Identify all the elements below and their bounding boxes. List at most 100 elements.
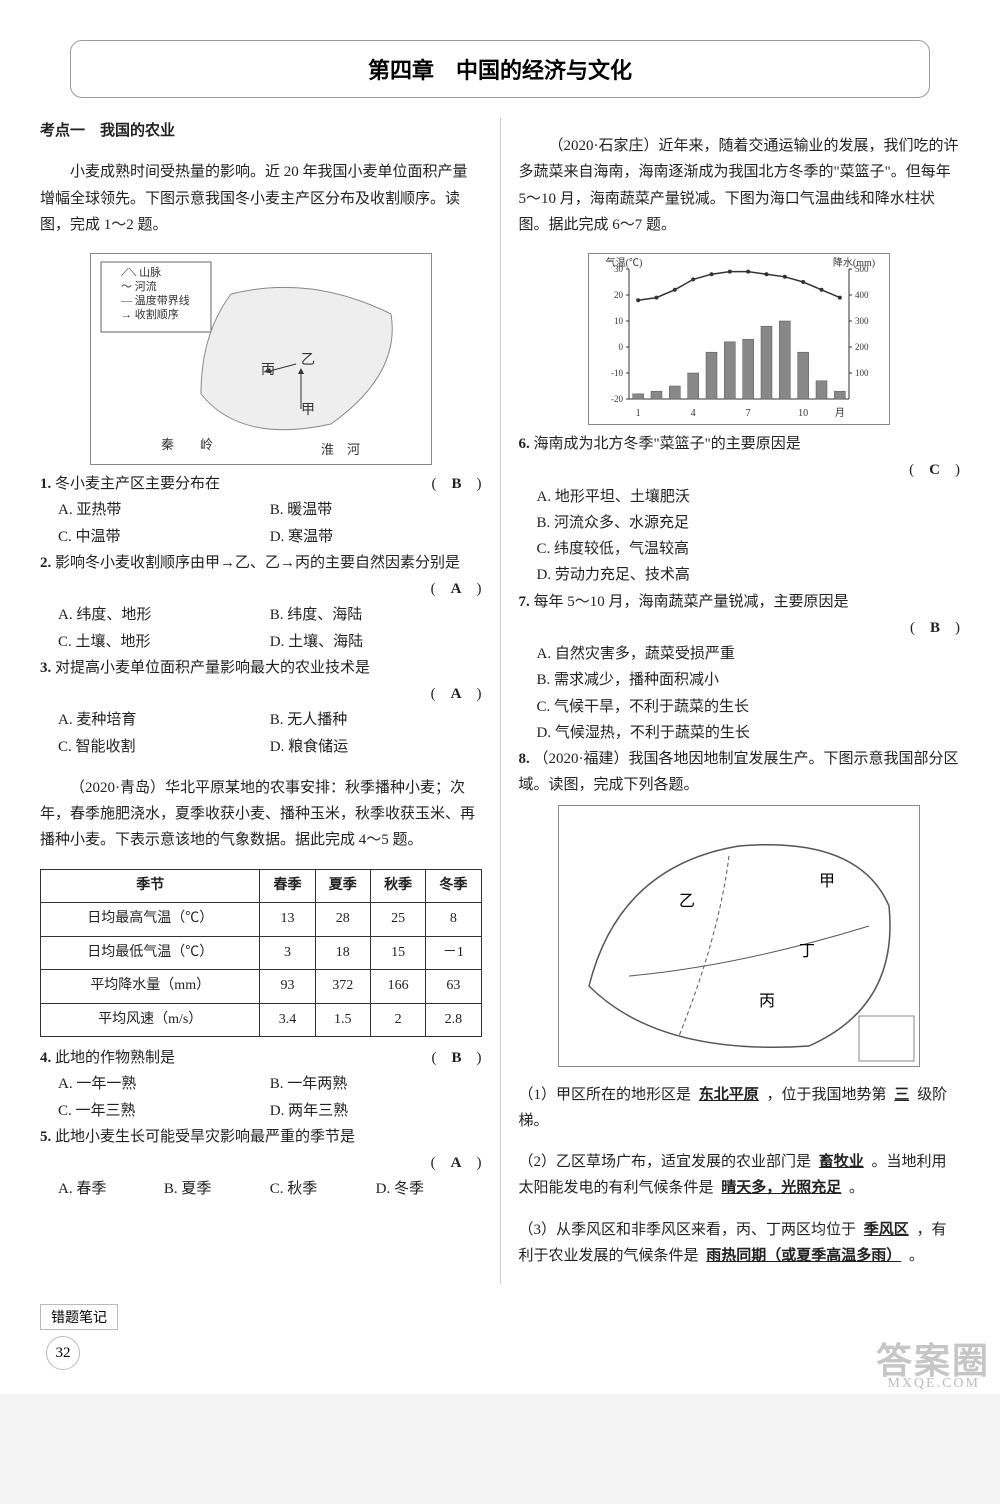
q1-stem: 冬小麦主产区主要分布在 [55, 476, 220, 492]
table-cell: 63 [426, 970, 481, 1004]
q7-stem: 每年 5～10 月，海南蔬菜产量锐减，主要原因是 [534, 594, 849, 610]
svg-text:丙: 丙 [759, 993, 775, 1010]
q8-p2-pre: （2）乙区草场广布，适宜发展的农业部门是 [519, 1154, 812, 1170]
q3: 3. 对提高小麦单位面积产量影响最大的农业技术是 ( A ) [40, 655, 482, 708]
table-cell: 18 [315, 936, 370, 970]
q5-stem: 此地小麦生长可能受旱灾影响最严重的季节是 [55, 1129, 355, 1145]
q4-answer-paren: ( B ) [431, 1045, 481, 1071]
th-2: 夏季 [315, 869, 370, 903]
q8-stem: （2020·福建）我国各地因地制宜发展生产。下图示意我国部分区域。读图，完成下列… [519, 751, 959, 793]
q5-opt-b: B. 夏季 [164, 1176, 270, 1202]
q2-opt-b: B. 纬度、海陆 [270, 602, 482, 628]
svg-text:10: 10 [614, 316, 624, 326]
q6-options: A. 地形平坦、土壤肥沃 B. 河流众多、水源充足 C. 纬度较低，气温较高 D… [519, 484, 961, 589]
q5-opt-d: D. 冬季 [376, 1176, 482, 1202]
q1-opt-a: A. 亚热带 [58, 497, 270, 523]
table-cell: 13 [260, 903, 315, 937]
q2: 2. 影响冬小麦收割顺序由甲→乙、乙→丙的主要自然因素分别是 ( A ) [40, 550, 482, 603]
svg-text:7: 7 [746, 408, 751, 419]
svg-text:乙: 乙 [679, 893, 695, 910]
svg-text:降水(mm): 降水(mm) [833, 256, 875, 269]
q6-opt-d: D. 劳动力充足、技术高 [537, 562, 961, 588]
table-cell: 1.5 [315, 1003, 370, 1037]
q8-p2-post: 。 [849, 1180, 864, 1196]
q5-answer: A [451, 1150, 462, 1176]
table-header-row: 季节 春季 夏季 秋季 冬季 [41, 869, 482, 903]
q4-options: A. 一年一熟 B. 一年两熟 C. 一年三熟 D. 两年三熟 [40, 1071, 482, 1124]
th-4: 冬季 [426, 869, 481, 903]
svg-text:甲: 甲 [301, 403, 315, 418]
q4-opt-a: A. 一年一熟 [58, 1071, 270, 1097]
q2-opt-a: A. 纬度、地形 [58, 602, 270, 628]
svg-text:0: 0 [619, 342, 624, 352]
q7-opt-a: A. 自然灾害多，蔬菜受损严重 [537, 641, 961, 667]
q6-num: 6. [519, 436, 530, 452]
climograph-svg: -20-100102030100200300400500气温(℃)降水(mm)1… [589, 254, 889, 424]
table-cell: 93 [260, 970, 315, 1004]
table-row: 平均降水量（mm）9337216663 [41, 970, 482, 1004]
q8-p2-ans1: 畜牧业 [815, 1154, 868, 1170]
right-column: （2020·石家庄）近年来，随着交通运输业的发展，我们吃的许多蔬菜来自海南，海南… [519, 118, 961, 1284]
svg-text:100: 100 [855, 368, 869, 378]
q3-num: 3. [40, 660, 51, 676]
china-regions-map: 甲 乙 丁 丙 [558, 805, 920, 1067]
q5-num: 5. [40, 1129, 51, 1145]
q7-opt-d: D. 气候湿热，不利于蔬菜的生长 [537, 720, 961, 746]
climate-table: 季节 春季 夏季 秋季 冬季 日均最高气温（℃）1328258日均最低气温（℃）… [40, 869, 482, 1038]
q1-options: A. 亚热带 B. 暖温带 C. 中温带 D. 寒温带 [40, 497, 482, 550]
q8-p3-post: 。 [909, 1248, 924, 1264]
svg-text:月: 月 [835, 407, 845, 419]
q4-num: 4. [40, 1050, 51, 1066]
table-cell: 8 [426, 903, 481, 937]
q4-opt-c: C. 一年三熟 [58, 1098, 270, 1124]
svg-text:甲: 甲 [819, 873, 835, 890]
q6: 6. 海南成为北方冬季"菜篮子"的主要原因是 ( C ) [519, 431, 961, 484]
table-cell: 3.4 [260, 1003, 315, 1037]
q8: 8. （2020·福建）我国各地因地制宜发展生产。下图示意我国部分区域。读图，完… [519, 746, 961, 799]
q6-answer: C [929, 457, 940, 483]
table-cell: 166 [370, 970, 425, 1004]
svg-text:1: 1 [636, 408, 641, 419]
china-map-svg: 甲 乙 丁 丙 [559, 806, 919, 1066]
q1-opt-b: B. 暖温带 [270, 497, 482, 523]
svg-text:— 温度带界线: — 温度带界线 [120, 293, 190, 307]
wheat-map-figure: ⟋⟍ 山脉 ～ 河流 — 温度带界线 → 收割顺序 丙 乙 甲 秦 岭 淮 河 [90, 253, 432, 465]
topic-heading: 考点一 我国的农业 [40, 118, 482, 144]
q3-opt-a: A. 麦种培育 [58, 707, 270, 733]
q8-p2-ans2: 晴天多，光照充足 [717, 1180, 845, 1196]
q3-answer: A [451, 681, 462, 707]
q8-num: 8. [519, 751, 530, 767]
q2-num: 2. [40, 555, 51, 571]
q1-num: 1. [40, 476, 51, 492]
svg-text:秦 岭: 秦 岭 [161, 437, 213, 452]
q7-opt-c: C. 气候干旱，不利于蔬菜的生长 [537, 694, 961, 720]
column-divider [500, 118, 501, 1284]
svg-text:→ 收割顺序: → 收割顺序 [121, 307, 179, 321]
svg-text:～ 河流: ～ 河流 [121, 279, 157, 293]
q3-opt-d: D. 粮食储运 [270, 734, 482, 760]
q1: 1. 冬小麦主产区主要分布在 ( B ) [40, 471, 482, 497]
watermark-small: MXQE.COM [887, 1376, 980, 1392]
q2-opt-d: D. 土壤、海陆 [270, 629, 482, 655]
svg-text:气温(℃): 气温(℃) [606, 256, 643, 269]
table-cell: 日均最低气温（℃） [41, 936, 260, 970]
q3-opt-c: C. 智能收割 [58, 734, 270, 760]
q7-answer-paren: ( B ) [910, 615, 960, 641]
svg-text:淮 河: 淮 河 [321, 442, 360, 457]
q3-answer-paren: ( A ) [431, 681, 482, 707]
q8-p1-ans2: 三 [890, 1087, 913, 1103]
q8-p3-pre: （3）从季风区和非季风区来看，丙、丁两区均位于 [519, 1222, 857, 1238]
q7-options: A. 自然灾害多，蔬菜受损严重 B. 需求减少，播种面积减小 C. 气候干旱，不… [519, 641, 961, 746]
table-cell: 2.8 [426, 1003, 481, 1037]
haikou-climograph: -20-100102030100200300400500气温(℃)降水(mm)1… [588, 253, 890, 425]
q2-answer: A [451, 576, 462, 602]
q8-p2: （2）乙区草场广布，适宜发展的农业部门是 畜牧业 。当地利用太阳能发电的有利气候… [519, 1149, 961, 1202]
q8-p3: （3）从季风区和非季风区来看，丙、丁两区均位于 季风区 ，有利于农业发展的气候条… [519, 1217, 961, 1270]
q5-opt-c: C. 秋季 [270, 1176, 376, 1202]
svg-text:乙: 乙 [301, 352, 315, 368]
left-column: 考点一 我国的农业 小麦成熟时间受热量的影响。近 20 年我国小麦单位面积产量增… [40, 118, 482, 1284]
q5-answer-paren: ( A ) [431, 1150, 482, 1176]
th-1: 春季 [260, 869, 315, 903]
q2-answer-paren: ( A ) [431, 576, 482, 602]
table-row: 平均风速（m/s）3.41.522.8 [41, 1003, 482, 1037]
